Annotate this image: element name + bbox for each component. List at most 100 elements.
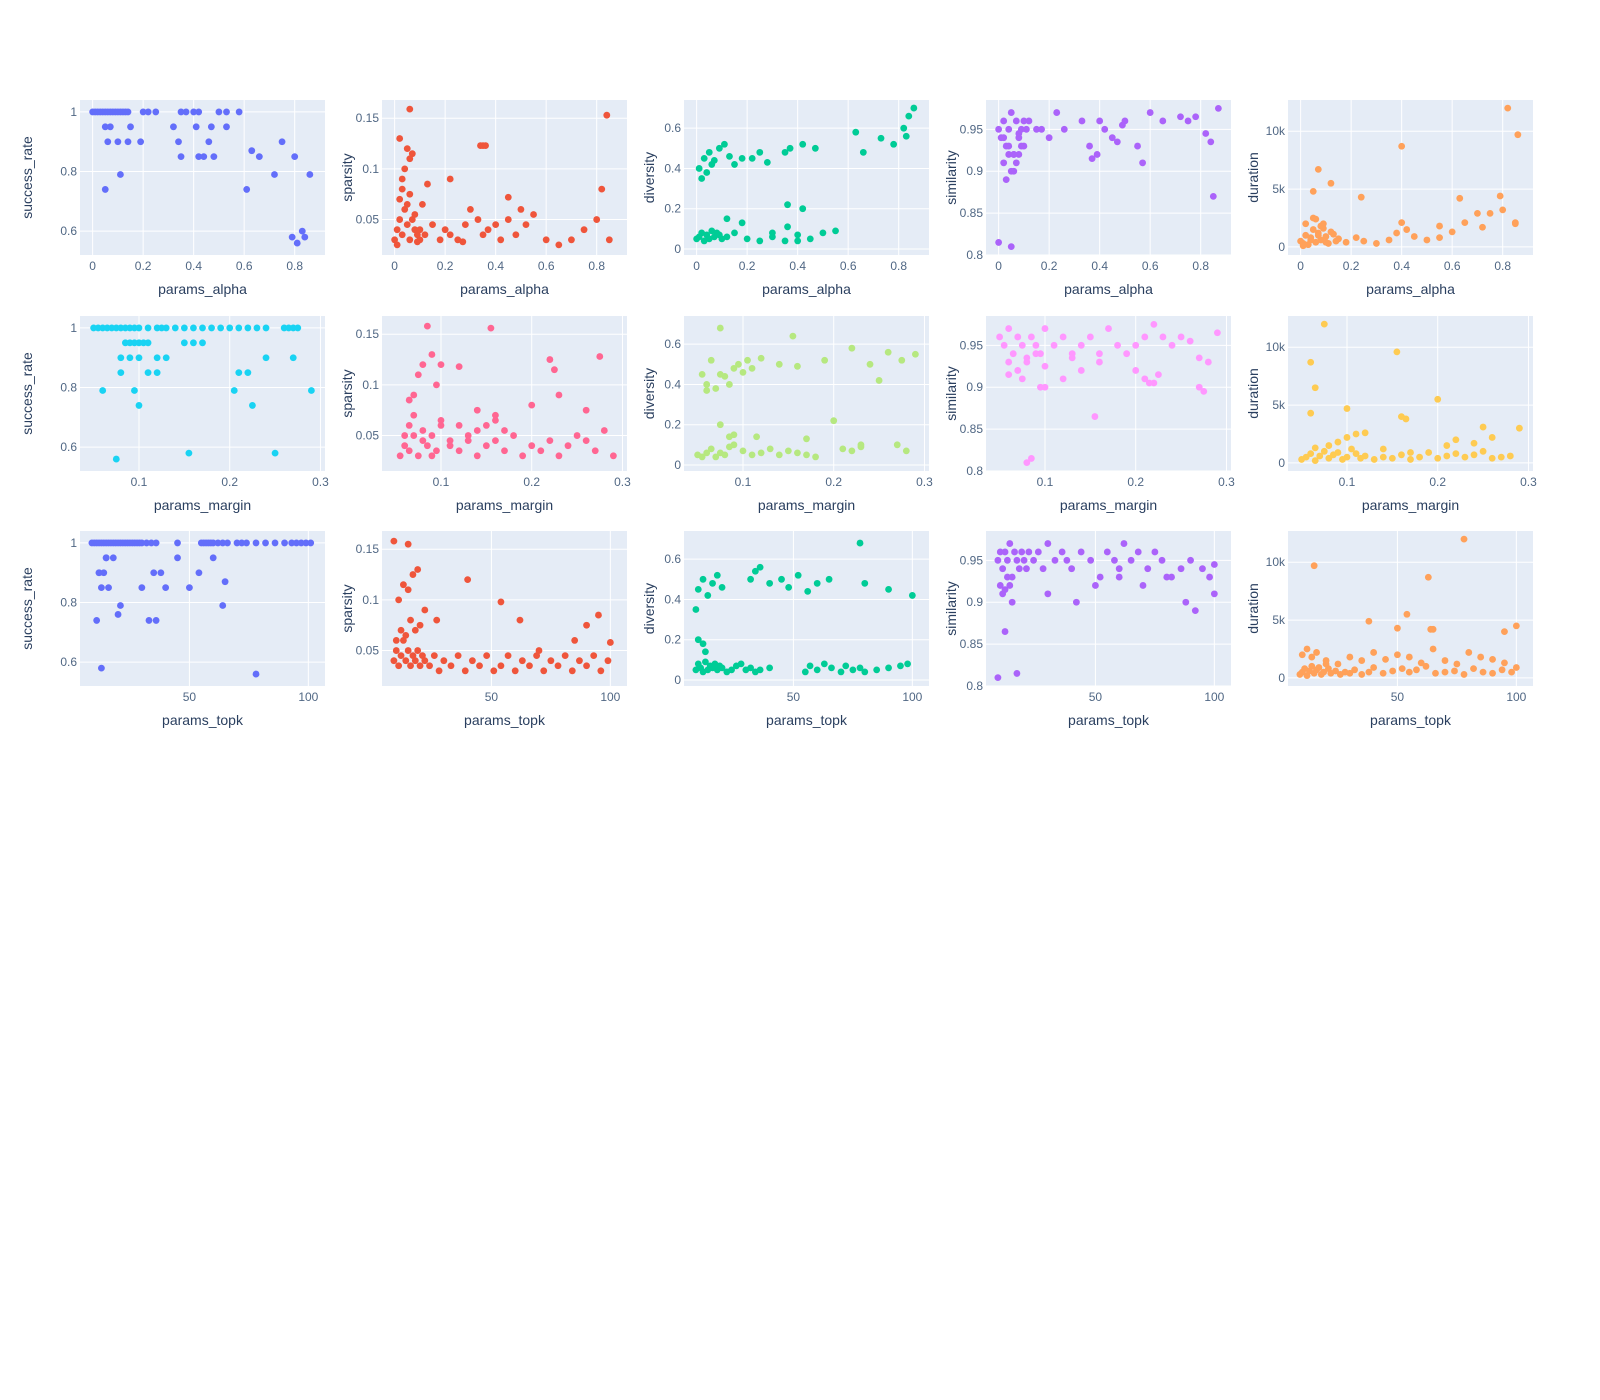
data-point[interactable] [271,539,279,547]
data-point[interactable] [278,138,286,146]
data-point[interactable] [528,401,536,409]
data-point[interactable] [414,452,422,460]
data-point[interactable] [775,360,783,368]
data-point[interactable] [209,554,217,562]
data-point[interactable] [153,354,161,362]
data-point[interactable] [307,387,315,394]
data-point[interactable] [392,647,400,654]
data-point[interactable] [248,147,256,155]
data-point[interactable] [199,339,206,347]
data-point[interactable] [1005,358,1013,366]
data-point[interactable] [1360,237,1368,245]
data-point[interactable] [426,662,433,670]
data-point[interactable] [1005,125,1013,133]
data-point[interactable] [703,169,711,176]
data-point[interactable] [1316,452,1324,460]
data-point[interactable] [811,144,819,152]
data-point[interactable] [890,140,898,148]
data-point[interactable] [1407,456,1414,463]
data-point[interactable] [306,171,314,178]
data-point[interactable] [1441,668,1449,676]
data-point[interactable] [707,356,715,364]
data-point[interactable] [1497,453,1505,461]
data-point[interactable] [510,432,517,439]
data-point[interactable] [716,421,724,429]
data-point[interactable] [293,539,300,547]
data-point[interactable] [526,662,533,670]
data-point[interactable] [1150,320,1158,328]
data-point[interactable] [766,445,774,453]
data-point[interactable] [725,381,733,388]
data-point[interactable] [1327,179,1335,187]
data-point[interactable] [1020,117,1028,125]
data-point[interactable] [404,647,412,654]
data-point[interactable] [1479,447,1487,455]
data-point[interactable] [884,348,892,356]
data-point[interactable] [195,569,203,577]
data-point[interactable] [1184,117,1192,125]
data-point[interactable] [1365,617,1373,625]
data-point[interactable] [124,138,132,146]
data-point[interactable] [1334,660,1342,668]
data-point[interactable] [398,231,406,239]
data-point[interactable] [1307,450,1315,458]
data-point[interactable] [1407,449,1414,456]
data-point[interactable] [455,447,463,455]
data-point[interactable] [100,569,108,577]
data-point[interactable] [904,660,911,668]
data-point[interactable] [1000,117,1008,125]
data-point[interactable] [302,539,310,547]
data-point[interactable] [1461,453,1469,461]
data-point[interactable] [406,236,414,244]
data-point[interactable] [411,226,419,234]
data-point[interactable] [1006,540,1014,547]
data-point[interactable] [214,539,222,547]
data-point[interactable] [1096,358,1103,366]
data-point[interactable] [1039,565,1047,573]
data-point[interactable] [1346,653,1354,661]
data-point[interactable] [497,598,505,606]
data-point[interactable] [704,592,712,599]
data-point[interactable] [401,206,409,213]
data-point[interactable] [1015,151,1023,158]
data-point[interactable] [784,447,792,455]
data-point[interactable] [1086,333,1094,341]
data-point[interactable] [93,617,101,624]
data-point[interactable] [1005,142,1013,150]
data-point[interactable] [996,582,1004,589]
data-point[interactable] [1213,329,1221,337]
data-point[interactable] [911,350,919,358]
data-point[interactable] [393,241,401,249]
data-point[interactable] [738,219,746,227]
data-point[interactable] [152,108,160,116]
data-point[interactable] [403,221,411,229]
data-point[interactable] [1187,556,1194,564]
data-point[interactable] [1017,142,1025,150]
data-point[interactable] [419,437,427,445]
data-point[interactable] [1309,226,1317,233]
data-point[interactable] [1077,367,1085,374]
data-point[interactable] [1501,659,1508,667]
data-point[interactable] [695,165,703,172]
data-point[interactable] [281,539,288,547]
data-point[interactable] [713,571,721,579]
data-point[interactable] [725,433,733,441]
data-point[interactable] [873,666,881,674]
data-point[interactable] [1508,668,1515,676]
data-point[interactable] [1352,430,1360,438]
data-point[interactable] [414,647,422,654]
data-point[interactable] [609,452,617,460]
data-point[interactable] [1436,234,1443,242]
data-point[interactable] [825,575,833,583]
data-point[interactable] [1334,449,1342,456]
data-point[interactable] [414,566,422,573]
data-point[interactable] [150,569,158,577]
data-point[interactable] [1403,610,1411,618]
data-point[interactable] [582,406,590,414]
data-point[interactable] [419,200,426,208]
data-point[interactable] [698,370,706,378]
data-point[interactable] [546,437,554,445]
data-point[interactable] [781,148,789,156]
data-point[interactable] [195,153,203,161]
data-point[interactable] [396,216,404,223]
